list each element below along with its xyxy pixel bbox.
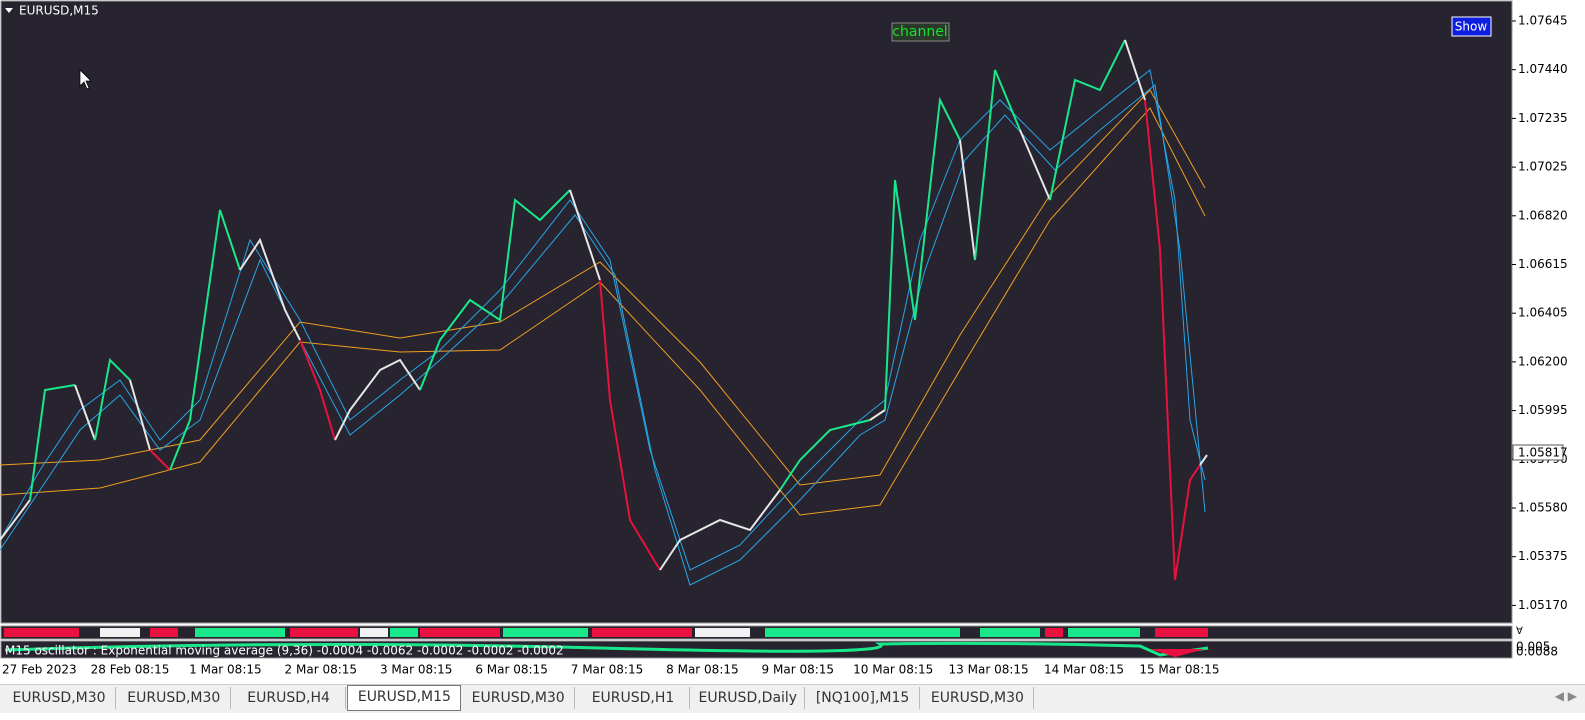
tab-scroll[interactable]: ◀ ▶ (1554, 689, 1577, 703)
mouse-cursor (79, 69, 92, 90)
oscillator-negative (1150, 649, 1205, 657)
chart-tab[interactable]: EURUSD,H4 (233, 687, 346, 709)
time-label: 8 Mar 08:15 (666, 663, 739, 677)
chart-tab[interactable]: EURUSD,M30 (921, 687, 1035, 709)
price-label: 1.05170 (1518, 598, 1568, 612)
time-label: 27 Feb 2023 (2, 663, 77, 677)
price-label: 1.07235 (1518, 111, 1568, 125)
current-price-box (1512, 444, 1564, 461)
strip-axis-mark: ∀ (1516, 626, 1523, 637)
oscillator-line (4, 641, 1209, 657)
price-label: 1.05995 (1518, 403, 1568, 417)
channel-button[interactable]: channel (892, 24, 947, 40)
price-label: 1.06615 (1518, 257, 1568, 271)
chart-tab[interactable]: EURUSD,M30 (3, 687, 116, 709)
price-label: 1.05580 (1518, 501, 1568, 515)
price-label: 1.06200 (1518, 354, 1568, 368)
price-label: 1.06820 (1518, 208, 1568, 222)
oscillator-label: 0.005 (1516, 640, 1550, 654)
chart-tab[interactable]: EURUSD,M30 (118, 687, 231, 709)
price-label: 1.07440 (1518, 62, 1568, 76)
price-label: 1.06405 (1518, 306, 1568, 320)
show-button-box[interactable] (1451, 16, 1492, 37)
time-label: 10 Mar 08:15 (853, 663, 933, 677)
time-label: 14 Mar 08:15 (1044, 663, 1124, 677)
time-label: 7 Mar 08:15 (571, 663, 644, 677)
chart-tab[interactable]: EURUSD,M30 (462, 687, 576, 709)
time-label: 3 Mar 08:15 (380, 663, 453, 677)
time-label: 2 Mar 08:15 (285, 663, 358, 677)
time-label: 9 Mar 08:15 (762, 663, 835, 677)
oscillator-label: 0.0088 (1516, 645, 1558, 659)
signal-blocks (4, 628, 1208, 637)
price-label: 1.05375 (1518, 549, 1568, 563)
time-label: 6 Mar 08:15 (475, 663, 548, 677)
chart-tab[interactable]: EURUSD,Daily (692, 687, 805, 709)
price-pane (0, 0, 1513, 624)
time-label: 1 Mar 08:15 (189, 663, 262, 677)
show-button[interactable]: Show (1455, 20, 1488, 34)
window-title: EURUSD,M15 (19, 4, 99, 18)
terminal-chart: EURUSD,M15 channel Show M15 oscillator :… (0, 0, 1568, 677)
price-label: 1.07645 (1518, 14, 1568, 28)
price-candles (0, 39, 1208, 581)
time-label: 13 Mar 08:15 (949, 663, 1029, 677)
moving-averages (0, 69, 1206, 586)
chart-tab[interactable]: EURUSD,M15 (347, 685, 462, 711)
tab-bar: ◀ ▶ EURUSD,M30 EURUSD,M30 EURUSD,H4 EURUSD,… (0, 684, 1585, 713)
time-label: 28 Feb 08:15 (91, 663, 170, 677)
channel-button-box[interactable] (891, 22, 950, 42)
chart-tab[interactable]: [NQ100],M15 (807, 687, 920, 709)
price-label: 1.07025 (1518, 160, 1568, 174)
time-label: 15 Mar 08:15 (1139, 663, 1219, 677)
indicator-label: M15 oscillator : Exponential moving aver… (5, 644, 564, 658)
chart-tab[interactable]: EURUSD,H1 (577, 687, 690, 709)
collapse-arrow[interactable] (5, 8, 13, 13)
current-price: 1.05817 (1518, 446, 1568, 460)
